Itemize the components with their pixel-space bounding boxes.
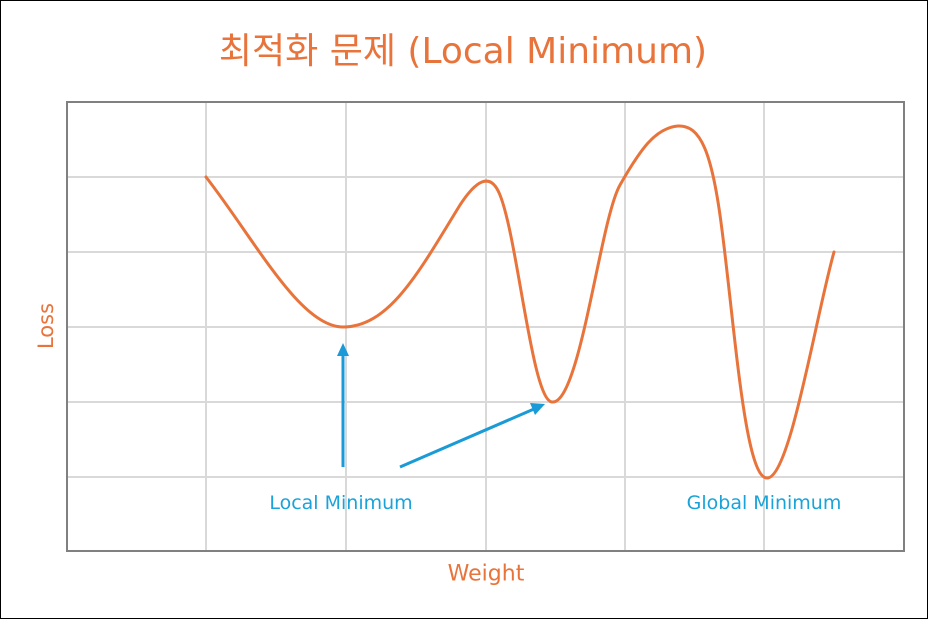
local-minimum-arrow: [337, 343, 349, 467]
global-minimum-label: Global Minimum: [686, 492, 842, 514]
diagram-title: 최적화 문제 (Local Minimum): [218, 31, 708, 72]
loss-curve: [204, 124, 836, 480]
second-local-minimum-arrow: [399, 403, 545, 469]
x-axis-label: Weight: [447, 561, 525, 587]
local-minimum-label: Local Minimum: [269, 492, 413, 514]
y-axis-label: Loss: [34, 302, 58, 350]
